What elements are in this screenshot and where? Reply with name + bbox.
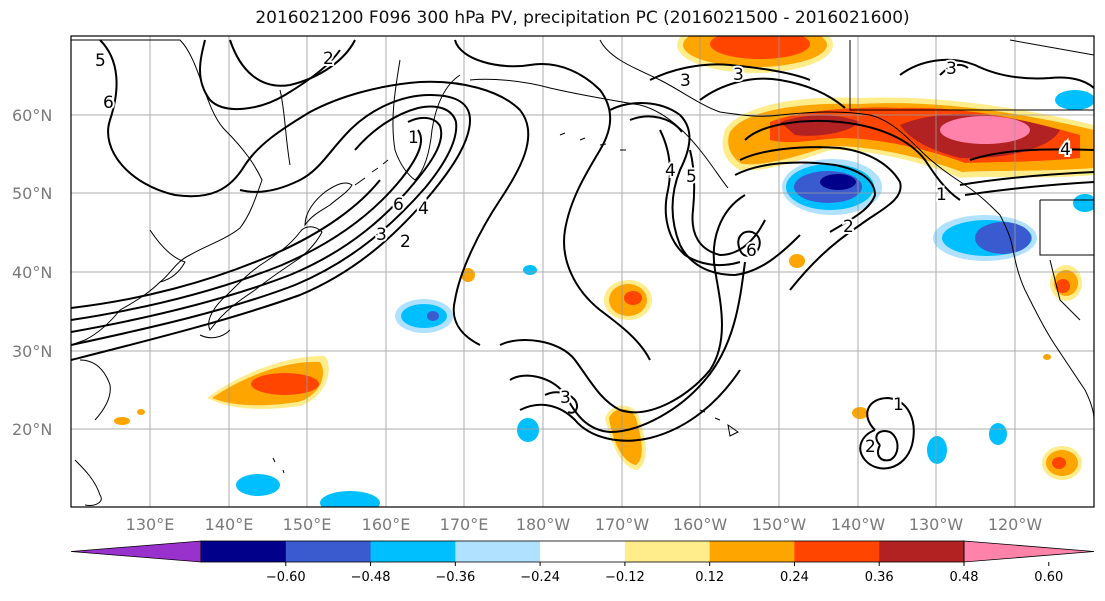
colorbar-segment <box>624 541 711 562</box>
colorbar-tick-label: 0.48 <box>950 570 979 585</box>
contour-label: 4 <box>665 161 676 181</box>
colorbar-tick-label: 0.36 <box>865 570 894 585</box>
colorbar-segment <box>201 541 287 562</box>
lon-label: 150°W <box>752 515 807 534</box>
coastlines <box>71 39 1094 506</box>
lon-label: 160°E <box>362 515 411 534</box>
colorbar-segment <box>455 541 541 562</box>
contour-label: 2 <box>400 232 411 252</box>
lon-label: 140°E <box>205 515 254 534</box>
colorbar-segment <box>370 541 456 562</box>
precipitation-shading <box>114 36 1094 507</box>
longitude-labels: 130°E 140°E 150°E 160°E 170°E 180°W 170°… <box>126 515 1043 534</box>
colorbar-tick-label: −0.12 <box>605 570 645 585</box>
contour-label: 6 <box>746 241 757 261</box>
contour-label: 3 <box>376 225 387 245</box>
lat-label: 30°N <box>12 342 52 361</box>
contour-label: 2 <box>843 217 854 237</box>
contour-label: 5 <box>95 51 106 71</box>
colorbar: −0.60 −0.48 −0.36 −0.24 −0.12 0.12 0.24 0.36 0.4… <box>70 540 1095 585</box>
pv-contour-labels: 5 6 2 3 3 3 1 6 4 3 2 4 5 6 2 3 1 4 1 2 <box>93 47 1073 459</box>
latitude-labels: 60°N 50°N 40°N 30°N 20°N <box>12 106 52 439</box>
colorbar-segment <box>285 541 372 562</box>
colorbar-tick-label: 0.24 <box>780 570 809 585</box>
lon-label: 140°W <box>831 515 886 534</box>
contour-label: 1 <box>893 395 904 415</box>
contour-label: 5 <box>686 167 697 187</box>
map-frame <box>70 35 1095 508</box>
colorbar-tick-label: −0.24 <box>520 570 560 585</box>
colorbar-tick-label: −0.36 <box>435 570 475 585</box>
colorbar-tick-label: −0.48 <box>351 570 391 585</box>
lon-label: 120°W <box>988 515 1043 534</box>
colorbar-tick-label: 0.12 <box>695 570 724 585</box>
contour-label: 1 <box>936 185 947 205</box>
contour-label: 4 <box>418 199 429 219</box>
contour-label: 3 <box>680 71 691 91</box>
colorbar-frame <box>200 540 965 563</box>
colorbar-tick-label: −0.60 <box>266 570 306 585</box>
colorbar-segment <box>879 541 965 562</box>
lon-label: 180°W <box>516 515 571 534</box>
lat-label: 50°N <box>12 184 52 203</box>
colorbar-extend-low <box>70 540 202 563</box>
contour-label: 6 <box>103 93 114 113</box>
lon-label: 130°E <box>126 515 175 534</box>
lat-label: 60°N <box>12 106 52 125</box>
contour-label: 2 <box>323 49 334 69</box>
map-title: 2016021200 F096 300 hPa PV, precipitatio… <box>255 8 910 28</box>
contour-label: 3 <box>733 65 744 85</box>
map-gridlines <box>71 36 1094 507</box>
colorbar-segment <box>709 541 795 562</box>
colorbar-extend-high <box>963 540 1095 563</box>
lat-label: 20°N <box>12 420 52 439</box>
colorbar-segment <box>540 541 626 562</box>
lat-label: 40°N <box>12 263 52 282</box>
contour-label: 6 <box>393 195 404 215</box>
contour-label: 3 <box>946 59 957 79</box>
contour-label: 2 <box>865 437 876 457</box>
contour-label: 3 <box>560 388 571 408</box>
colorbar-segment <box>794 541 880 562</box>
contour-label: 1 <box>408 128 419 148</box>
pv-contours <box>71 39 1094 470</box>
lon-label: 130°W <box>909 515 964 534</box>
lon-label: 170°E <box>440 515 489 534</box>
colorbar-tick-label: 0.60 <box>1034 570 1063 585</box>
lon-label: 160°W <box>673 515 728 534</box>
lon-label: 170°W <box>595 515 650 534</box>
lon-label: 150°E <box>283 515 332 534</box>
contour-label: 4 <box>1060 140 1071 160</box>
